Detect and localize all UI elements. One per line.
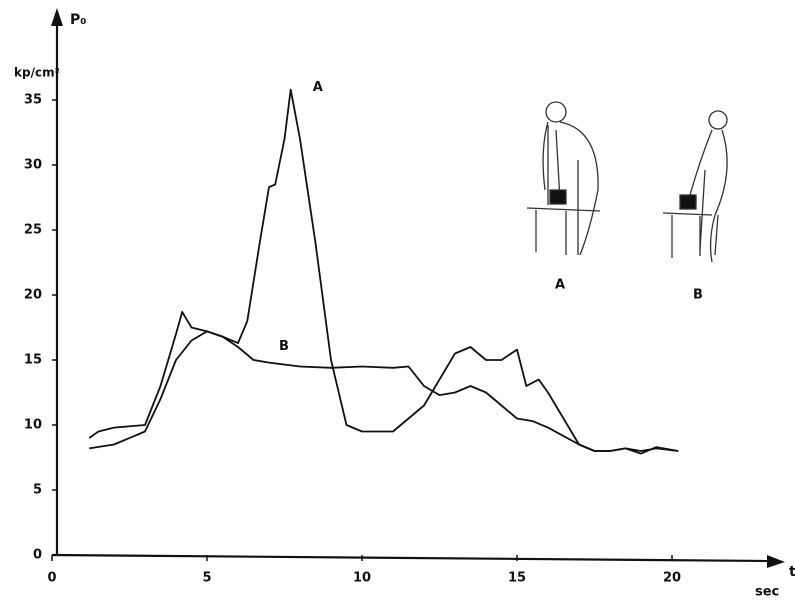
x-tick-label: 10 [353, 571, 371, 586]
y-tick-label: 35 [24, 93, 42, 108]
x-axis-symbol: t [789, 564, 795, 580]
x-tick-label: 0 [47, 571, 56, 586]
y-tick-label: 30 [24, 158, 42, 173]
x-tick-label: 5 [202, 571, 211, 586]
x-tick-label: 20 [663, 571, 681, 586]
y-tick-label: 20 [24, 288, 42, 303]
y-tick-label: 10 [24, 418, 42, 433]
y-tick-label: 15 [24, 353, 42, 368]
chart: A B P₀ kp/cm² sec t 0 5 10 15 20 25 30 35 0 5 10 15… [0, 0, 795, 601]
illustration-label: B [693, 288, 703, 303]
illustration-label: A [555, 278, 565, 293]
y-axis-label: P₀ [70, 12, 86, 28]
y-tick-label: 0 [33, 548, 42, 563]
page: {"chart_data": {"type": "line", "ylabel"… [0, 0, 795, 601]
series-label: A [313, 80, 323, 95]
y-tick-label: 25 [24, 223, 42, 238]
series-label: B [279, 339, 289, 354]
series-line [89, 312, 678, 451]
x-axis-label: sec [755, 585, 779, 600]
y-tick-label: 5 [33, 483, 42, 498]
y-axis-arrow [51, 8, 63, 26]
x-tick-label: 15 [508, 571, 526, 586]
illustration-a [527, 102, 600, 255]
x-axis-arrow [767, 555, 785, 568]
y-axis-unit: kp/cm² [14, 66, 60, 80]
illustration-b [663, 111, 727, 262]
x-axis [52, 555, 770, 561]
